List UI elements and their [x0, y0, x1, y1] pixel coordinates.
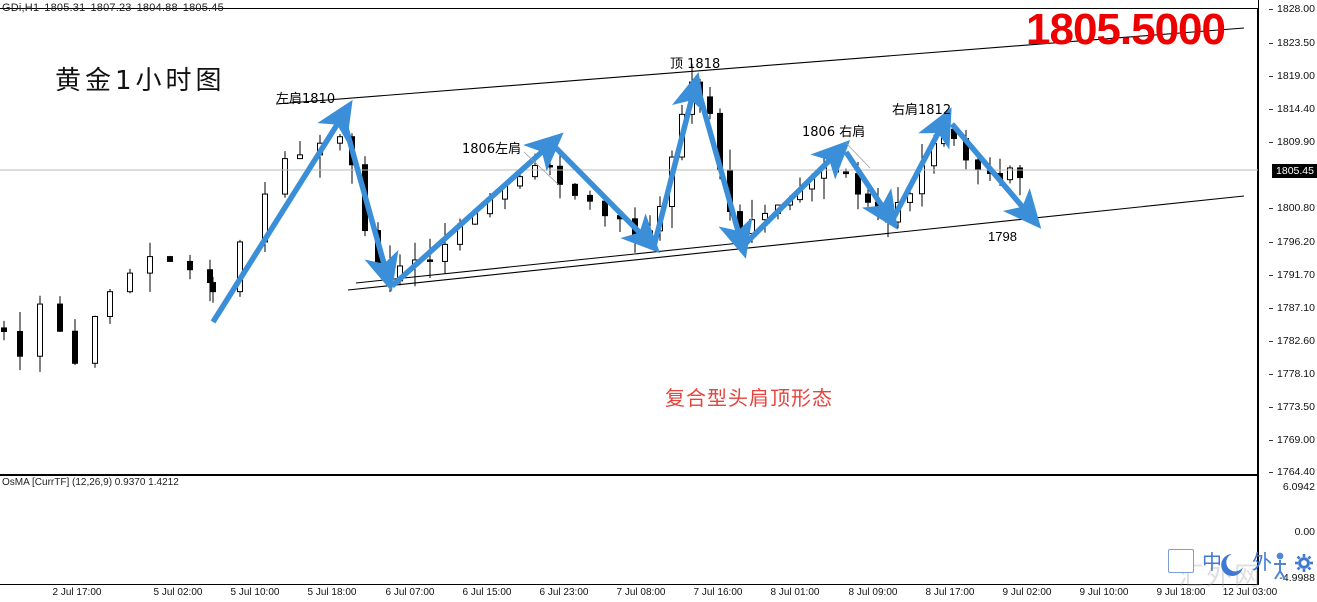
- price-tick: 1791.70: [1269, 269, 1315, 281]
- symbol-quote-line: GDi,H1 1805.31 1807.23 1804.88 1805.45: [2, 2, 229, 14]
- price-tick: 1773.50: [1269, 401, 1315, 413]
- price-axis[interactable]: 1828.00 1823.50 1819.00 1814.40 1809.90 …: [1258, 0, 1317, 585]
- time-tick: 7 Jul 16:00: [693, 587, 743, 598]
- osma-scale-min: -4.9988: [1279, 572, 1315, 584]
- logo-glyphs-icon: 中 外: [1173, 550, 1313, 580]
- osma-scale-max: 6.0942: [1282, 481, 1315, 493]
- price-tick: 1814.40: [1269, 103, 1315, 115]
- time-tick: 9 Jul 18:00: [1156, 587, 1206, 598]
- price-tick: 1796.20: [1269, 236, 1315, 248]
- price-tick: 1823.50: [1269, 37, 1315, 49]
- time-tick: 5 Jul 18:00: [307, 587, 357, 598]
- time-axis[interactable]: 2 Jul 17:00 5 Jul 02:00 5 Jul 10:00 5 Ju…: [0, 585, 1277, 602]
- site-logo[interactable]: 中 外: [1168, 549, 1317, 582]
- annotation-right-shoulder-1806: 1806 右肩: [802, 125, 866, 140]
- ohlc-high: 1807.23: [90, 2, 132, 14]
- time-tick: 9 Jul 10:00: [1079, 587, 1129, 598]
- time-tick: 6 Jul 23:00: [539, 587, 589, 598]
- time-tick: 5 Jul 10:00: [230, 587, 280, 598]
- time-tick: 6 Jul 15:00: [462, 587, 512, 598]
- time-tick: 2 Jul 17:00: [52, 587, 102, 598]
- ohlc-open: 1805.31: [44, 2, 86, 14]
- price-tick: 1800.80: [1269, 202, 1315, 214]
- time-tick: 12 Jul 03:00: [1222, 587, 1278, 598]
- annotation-left-shoulder-1810: 左肩1810: [276, 92, 336, 107]
- price-tick: 1809.90: [1269, 136, 1315, 148]
- price-tick: 1782.60: [1269, 335, 1315, 347]
- price-tick: 1769.00: [1269, 434, 1315, 446]
- time-tick: 9 Jul 02:00: [1002, 587, 1052, 598]
- price-tick: 1787.10: [1269, 302, 1315, 314]
- osma-scale-zero: 0.00: [1294, 526, 1315, 538]
- annotation-head-top-1818: 顶 1818: [670, 57, 721, 72]
- annotation-target-1798: 1798: [988, 229, 1017, 244]
- time-tick: 8 Jul 01:00: [770, 587, 820, 598]
- logo-badge-icon: [1168, 549, 1194, 573]
- time-tick: 8 Jul 17:00: [925, 587, 975, 598]
- price-tick: 1819.00: [1269, 70, 1315, 82]
- ohlc-close: 1805.45: [182, 2, 224, 14]
- osma-indicator-pane[interactable]: [0, 475, 1258, 585]
- time-tick: 6 Jul 07:00: [385, 587, 435, 598]
- svg-text:外: 外: [1252, 550, 1272, 574]
- annotation-left-shoulder-1806: 1806左肩: [462, 142, 522, 157]
- price-tick: 1778.10: [1269, 368, 1315, 380]
- ohlc-low: 1804.88: [136, 2, 178, 14]
- chart-title: 黄金1小时图: [55, 66, 226, 96]
- big-price-callout: 1805.5000: [1026, 5, 1226, 54]
- time-tick: 8 Jul 09:00: [848, 587, 898, 598]
- svg-text:中: 中: [1202, 550, 1222, 574]
- price-tick: 1764.40: [1269, 466, 1315, 478]
- annotation-right-shoulder-1812: 右肩1812: [892, 103, 952, 118]
- time-tick: 7 Jul 08:00: [616, 587, 666, 598]
- pattern-annotation: 复合型头肩顶形态: [665, 386, 833, 410]
- time-tick: 5 Jul 02:00: [153, 587, 203, 598]
- price-tick: 1828.00: [1269, 3, 1315, 15]
- symbol-label: GDi,H1: [2, 2, 40, 14]
- osma-indicator-label: OsMA [CurrTF] (12,26,9) 0.9370 1.4212: [2, 477, 179, 488]
- current-price-tick: 1805.45: [1272, 164, 1317, 178]
